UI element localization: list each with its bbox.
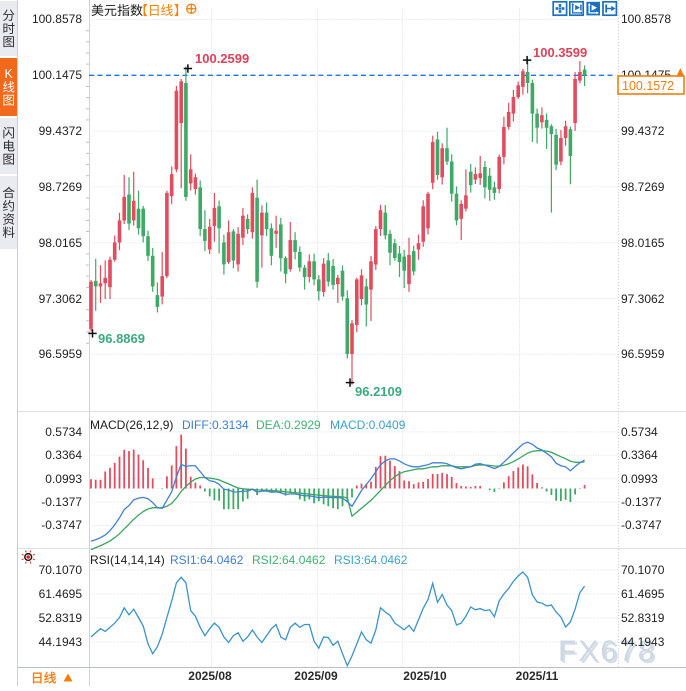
svg-text:0.0993: 0.0993: [45, 472, 82, 486]
svg-text:97.3062: 97.3062: [39, 292, 83, 306]
svg-text:100.8578: 100.8578: [32, 12, 82, 26]
svg-text:-0.3747: -0.3747: [621, 518, 662, 532]
svg-text:DEA:0.2929: DEA:0.2929: [256, 418, 321, 432]
svg-text:100.2599: 100.2599: [195, 51, 249, 66]
svg-text:98.7269: 98.7269: [39, 180, 83, 194]
svg-text:70.1070: 70.1070: [39, 563, 83, 577]
svg-text:FX678: FX678: [560, 637, 658, 670]
svg-text:0.3364: 0.3364: [621, 448, 658, 462]
svg-text:52.8319: 52.8319: [621, 611, 665, 625]
svg-text:99.4372: 99.4372: [621, 124, 665, 138]
svg-text:MACD(26,12,9): MACD(26,12,9): [90, 418, 173, 432]
svg-text:100.1572: 100.1572: [622, 79, 674, 93]
svg-text:100.3599: 100.3599: [533, 45, 587, 60]
svg-text:K: K: [5, 67, 14, 81]
svg-text:0.5734: 0.5734: [45, 425, 82, 439]
svg-text:MACD:0.0409: MACD:0.0409: [330, 418, 406, 432]
svg-text:RSI2:64.0462: RSI2:64.0462: [252, 553, 326, 567]
svg-text:0.0993: 0.0993: [621, 472, 658, 486]
svg-text:96.8869: 96.8869: [98, 331, 145, 346]
svg-text:RSI(14,14,14): RSI(14,14,14): [90, 553, 165, 567]
svg-text:96.5959: 96.5959: [39, 347, 83, 361]
svg-text:-0.1377: -0.1377: [41, 495, 82, 509]
svg-text:99.4372: 99.4372: [39, 124, 83, 138]
svg-text:96.5959: 96.5959: [621, 347, 665, 361]
svg-text:97.3062: 97.3062: [621, 292, 665, 306]
svg-text:98.7269: 98.7269: [621, 180, 665, 194]
svg-text:DIFF:0.3134: DIFF:0.3134: [182, 418, 249, 432]
svg-text:44.1943: 44.1943: [621, 635, 665, 649]
svg-text:2025/11: 2025/11: [516, 669, 559, 683]
svg-text:44.1943: 44.1943: [39, 635, 83, 649]
svg-text:0.5734: 0.5734: [621, 425, 658, 439]
svg-text:2025/09: 2025/09: [294, 669, 338, 683]
svg-text:RSI1:64.0462: RSI1:64.0462: [170, 553, 244, 567]
svg-text:FX678: FX678: [558, 635, 656, 668]
svg-text:100.8578: 100.8578: [621, 12, 671, 26]
svg-text:96.2109: 96.2109: [355, 384, 402, 399]
svg-text:-0.1377: -0.1377: [621, 495, 662, 509]
svg-text:-0.3747: -0.3747: [41, 518, 82, 532]
svg-text:98.0165: 98.0165: [39, 236, 83, 250]
svg-text:61.4695: 61.4695: [621, 587, 665, 601]
svg-text:0.3364: 0.3364: [45, 448, 82, 462]
svg-text:70.1070: 70.1070: [621, 563, 665, 577]
svg-text:98.0165: 98.0165: [621, 236, 665, 250]
svg-text:52.8319: 52.8319: [39, 611, 83, 625]
svg-text:100.1475: 100.1475: [32, 68, 82, 82]
svg-text:2025/10: 2025/10: [403, 669, 447, 683]
svg-text:RSI3:64.0462: RSI3:64.0462: [334, 553, 408, 567]
svg-text:61.4695: 61.4695: [39, 587, 83, 601]
svg-text:2025/08: 2025/08: [188, 669, 232, 683]
